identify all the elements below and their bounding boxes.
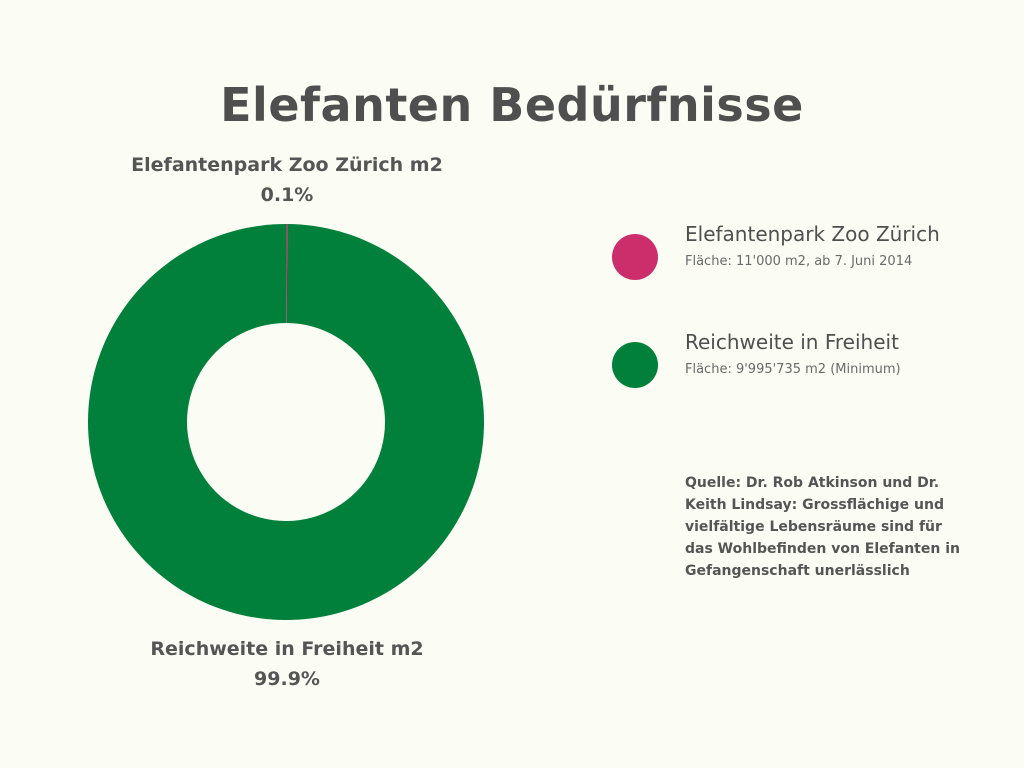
legend-swatch-zoo: [612, 234, 658, 280]
legend-name-freiheit: Reichweite in Freiheit: [685, 330, 899, 354]
donut-chart: [87, 224, 484, 620]
legend-name-zoo: Elefantenpark Zoo Zürich: [685, 222, 940, 246]
donut-slice-zoo: [286, 224, 288, 324]
donut-slice-freiheit: [87, 224, 484, 620]
legend-desc-freiheit: Fläche: 9'995'735 m2 (Minimum): [685, 362, 901, 377]
slice-label-freiheit-percent: 99.9%: [254, 668, 320, 690]
slice-label-zoo-percent: 0.1%: [260, 184, 314, 206]
slice-label-freiheit: Reichweite in Freiheit m2 99.9%: [100, 634, 474, 694]
slice-label-zoo-name: Elefantenpark Zoo Zürich m2: [131, 154, 443, 176]
source-note: Quelle: Dr. Rob Atkinson und Dr. Keith L…: [685, 475, 960, 579]
slice-label-freiheit-name: Reichweite in Freiheit m2: [150, 638, 424, 660]
legend-swatch-freiheit: [612, 342, 658, 388]
chart-title: Elefanten Bedürfnisse: [220, 78, 804, 132]
slice-label-zoo: Elefantenpark Zoo Zürich m2 0.1%: [100, 150, 474, 210]
legend-desc-zoo: Fläche: 11'000 m2, ab 7. Juni 2014: [685, 254, 913, 269]
